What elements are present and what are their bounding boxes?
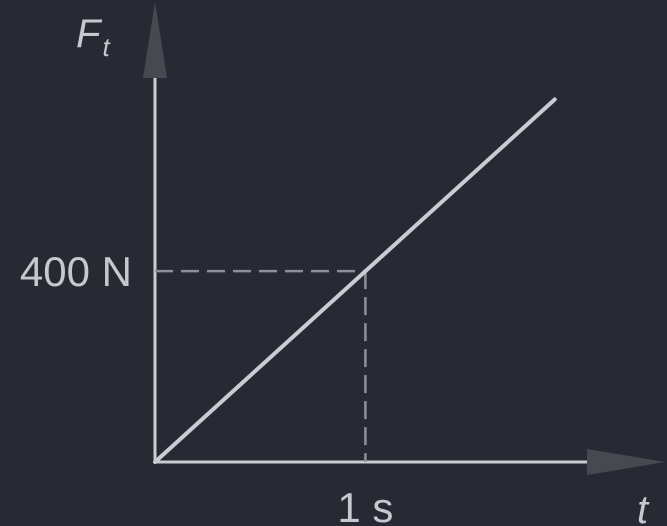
- x-axis-arrowhead: [587, 449, 665, 475]
- y-axis-label: Ft: [76, 12, 111, 62]
- y-axis-label-subscript: t: [102, 32, 111, 62]
- y-tick-label: 400 N: [20, 248, 132, 295]
- y-axis-label-main: F: [76, 12, 103, 56]
- x-tick-label: 1 s: [337, 484, 393, 526]
- series-line: [153, 97, 557, 464]
- y-axis-arrowhead: [143, 2, 167, 78]
- x-axis-label: t: [637, 488, 650, 526]
